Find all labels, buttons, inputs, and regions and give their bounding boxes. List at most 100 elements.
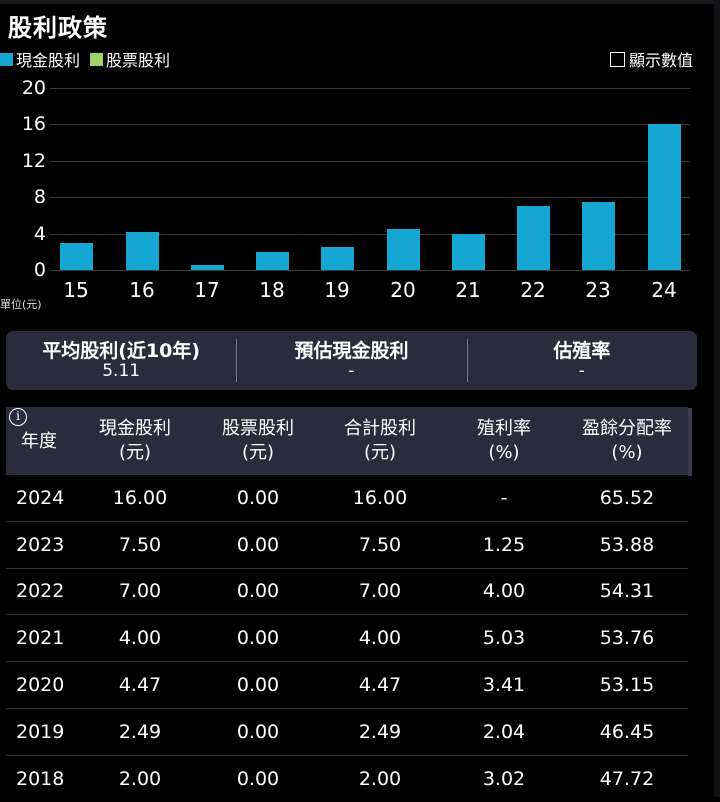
x-tick-label: 21	[455, 278, 481, 302]
gridline	[50, 233, 690, 235]
table-row[interactable]: 2019 2.49 0.00 2.49 2.04 46.45	[6, 709, 688, 756]
table-cell: 2.49	[118, 720, 162, 743]
y-tick-label: 20	[21, 77, 46, 99]
chart-legend: 現金股利 股票股利	[0, 47, 180, 71]
table-cell: -	[500, 486, 508, 509]
gridline	[50, 160, 690, 162]
dividend-summary-panel: 平均股利(近10年) 5.11 預估現金股利 - 估殖率 -	[6, 331, 697, 390]
summary-value: 5.11	[102, 361, 141, 381]
legend-stock-dividend[interactable]: 股票股利	[90, 47, 170, 71]
gridline	[50, 197, 690, 199]
summary-avg-dividend: 平均股利(近10年) 5.11	[6, 331, 236, 390]
table-cell: 2022	[16, 580, 65, 603]
x-tick-label: 19	[324, 278, 350, 302]
table-cell: 0.00	[236, 720, 280, 743]
table-cell: 7.00	[118, 580, 162, 603]
table-cell: 16.00	[352, 486, 408, 509]
x-tick-label: 16	[129, 278, 155, 302]
x-tick-label: 15	[63, 278, 89, 302]
bar-cash-dividend[interactable]	[126, 231, 159, 270]
dividend-table: i 年度 現金股利 (元) 股票股利 (元) 合計股利 (元) 殖利率 (%) 盈餘分配…	[6, 407, 688, 802]
table-cell: 0.00	[236, 486, 280, 509]
header-payout-ratio: 盈餘分配率 (%)	[582, 418, 672, 463]
table-cell: 0.00	[236, 767, 280, 790]
table-cell: 2020	[16, 674, 65, 697]
table-cell: 4.00	[358, 627, 402, 650]
summary-label: 估殖率	[553, 340, 611, 362]
table-cell: 0.00	[236, 580, 280, 603]
gridline	[50, 88, 690, 89]
y-tick-label: 0	[33, 259, 46, 281]
table-cell: 0.00	[236, 533, 280, 556]
table-cell: 2.04	[482, 720, 526, 743]
table-cell: 4.00	[482, 580, 526, 603]
table-row[interactable]: 2021 4.00 0.00 4.00 5.03 53.76	[6, 615, 688, 663]
summary-est-yield: 估殖率 -	[466, 331, 697, 390]
x-tick-label: 17	[194, 278, 220, 302]
table-cell: 47.72	[599, 767, 655, 790]
table-cell: 2023	[16, 533, 65, 556]
header-year: 年度	[21, 431, 57, 452]
bar-cash-dividend[interactable]	[648, 124, 681, 270]
table-cell: 2.00	[118, 767, 162, 790]
table-cell: 7.00	[358, 580, 402, 603]
section-title: 股利政策	[8, 14, 108, 42]
table-cell: 2.49	[358, 720, 402, 743]
table-row[interactable]: 2024 16.00 0.00 16.00 - 65.52	[6, 475, 688, 522]
table-cell: 2024	[16, 486, 65, 509]
bar-cash-dividend[interactable]	[452, 233, 485, 270]
show-values-toggle[interactable]: 顯示數值	[609, 47, 693, 71]
header-total-dividend: 合計股利 (元)	[344, 418, 416, 463]
table-cell: 7.50	[118, 533, 162, 556]
x-tick-label: 20	[390, 278, 416, 302]
table-cell: 53.88	[599, 533, 655, 556]
bar-cash-dividend[interactable]	[321, 247, 354, 270]
table-cell: 0.00	[236, 674, 280, 697]
table-header: i 年度 現金股利 (元) 股票股利 (元) 合計股利 (元) 殖利率 (%) 盈餘分配…	[6, 407, 688, 475]
table-scrollbar[interactable]	[688, 408, 692, 476]
legend-cash-dividend[interactable]: 現金股利	[0, 47, 80, 71]
summary-value: -	[578, 361, 585, 381]
table-row[interactable]: 2023 7.50 0.00 7.50 1.25 53.88	[6, 522, 688, 569]
dividend-bar-chart: 0 4 8 12 16 20	[0, 78, 720, 318]
table-cell: 2.00	[358, 767, 402, 790]
header-cash-dividend: 現金股利 (元)	[99, 418, 171, 463]
header-yield: 殖利率 (%)	[477, 418, 531, 463]
gridline	[50, 270, 690, 271]
x-tick-label: 24	[651, 278, 677, 302]
table-row[interactable]: 2018 2.00 0.00 2.00 3.02 47.72	[6, 756, 688, 802]
table-cell: 2019	[16, 720, 65, 743]
table-cell: 1.25	[482, 533, 526, 556]
info-icon[interactable]: i	[9, 408, 27, 426]
bar-cash-dividend[interactable]	[60, 242, 93, 270]
table-cell: 2021	[16, 627, 65, 650]
table-cell: 7.50	[358, 533, 402, 556]
table-cell: 4.47	[118, 674, 162, 697]
summary-value: -	[348, 361, 355, 381]
x-tick-label: 22	[520, 278, 546, 302]
legend-label: 股票股利	[106, 51, 171, 70]
table-cell: 5.03	[482, 627, 526, 650]
unit-label: 單位(元)	[0, 298, 42, 311]
table-body: 2024 16.00 0.00 16.00 - 65.52 2023 7.50 0.00 7.50…	[6, 475, 688, 802]
bar-cash-dividend[interactable]	[387, 229, 420, 270]
table-cell: 65.52	[599, 486, 655, 509]
table-cell: 4.00	[118, 627, 162, 650]
page-scrollbar[interactable]	[714, 0, 720, 797]
checkbox-icon[interactable]	[609, 51, 625, 67]
table-cell: 2018	[16, 767, 65, 790]
table-row[interactable]: 2020 4.47 0.00 4.47 3.41 53.15	[6, 662, 688, 709]
header-stock-dividend: 股票股利 (元)	[222, 418, 294, 463]
table-cell: 53.76	[599, 627, 655, 650]
table-cell: 3.41	[482, 674, 526, 697]
bar-cash-dividend[interactable]	[582, 201, 615, 270]
cash-swatch-icon	[0, 52, 13, 66]
bar-cash-dividend[interactable]	[191, 265, 224, 270]
bar-cash-dividend[interactable]	[256, 251, 289, 270]
gridline	[50, 124, 690, 126]
x-tick-label: 23	[585, 278, 611, 302]
y-tick-label: 12	[21, 149, 46, 172]
table-cell: 46.45	[599, 720, 655, 743]
table-row[interactable]: 2022 7.00 0.00 7.00 4.00 54.31	[6, 569, 688, 616]
bar-cash-dividend[interactable]	[517, 206, 550, 270]
